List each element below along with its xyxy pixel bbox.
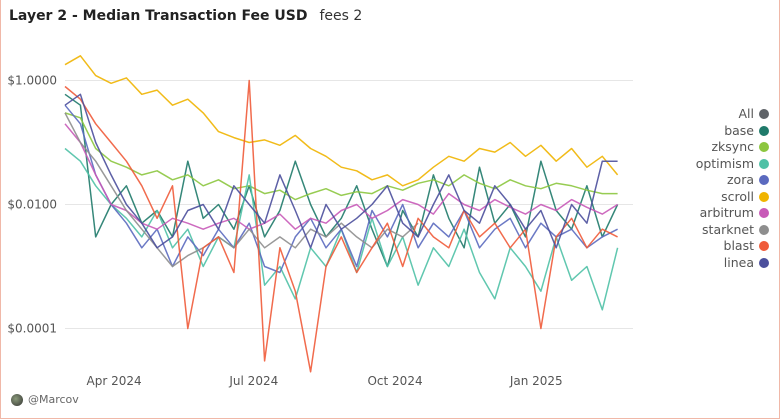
legend-item-zksync[interactable]: zksync (696, 139, 769, 156)
legend-item-linea[interactable]: linea (696, 255, 769, 272)
legend-item-All[interactable]: All (696, 106, 769, 123)
legend-item-zora[interactable]: zora (696, 172, 769, 189)
y-tick-label: $1.0000 (7, 73, 57, 87)
series-line-zksync (64, 112, 618, 201)
legend-item-scroll[interactable]: scroll (696, 189, 769, 206)
author-badge[interactable]: @Marcov (11, 393, 79, 406)
legend-label: arbitrum (699, 205, 754, 220)
legend-label: base (724, 122, 754, 138)
legend-swatch (759, 109, 769, 120)
legend-swatch (759, 142, 769, 153)
legend-item-optimism[interactable]: optimism (696, 156, 769, 173)
legend-swatch (759, 175, 769, 186)
legend-item-arbitrum[interactable]: arbitrum (696, 205, 769, 222)
legend-item-starknet[interactable]: starknet (696, 222, 769, 239)
legend-swatch (759, 224, 769, 235)
author-name: @Marcov (28, 393, 79, 406)
y-tick-label: $0.0100 (7, 197, 57, 211)
legend-label: All (738, 106, 755, 121)
legend-label: blast (723, 238, 754, 253)
chart-title: Layer 2 - Median Transaction Fee USD (9, 8, 308, 24)
legend-swatch (759, 191, 769, 202)
x-tick-label: Jul 2024 (228, 374, 278, 388)
chart-subtitle: fees 2 (319, 8, 363, 24)
series-line-scroll (64, 55, 619, 187)
legend-label: starknet (702, 221, 754, 237)
legend-swatch (759, 125, 769, 136)
x-tick-label: Apr 2024 (87, 374, 142, 388)
legend-swatch (759, 208, 769, 219)
legend-swatch (759, 257, 769, 268)
legend-swatch (759, 241, 769, 252)
x-tick-label: Oct 2024 (367, 374, 422, 388)
legend-swatch (759, 158, 769, 169)
x-tick-label: Jan 2025 (509, 374, 563, 388)
avatar (11, 393, 23, 406)
legend-label: scroll (721, 188, 754, 204)
legend-label: linea (723, 254, 754, 270)
series-line-linea (64, 93, 618, 249)
legend-label: optimism (695, 155, 754, 171)
legend-label: zora (726, 172, 754, 187)
legend-item-blast[interactable]: blast (696, 238, 769, 255)
y-tick-label: $0.0001 (7, 321, 57, 335)
series-line-starknet (64, 112, 419, 268)
series-line-arbitrum (64, 123, 618, 230)
legend-label: zksync (711, 139, 754, 154)
legend-item-base[interactable]: base (696, 123, 769, 140)
chart-title-bar: Layer 2 - Median Transaction Fee USD fees… (9, 8, 362, 24)
legend: All base zksync optimism zora scroll arbitrum s… (696, 106, 769, 271)
